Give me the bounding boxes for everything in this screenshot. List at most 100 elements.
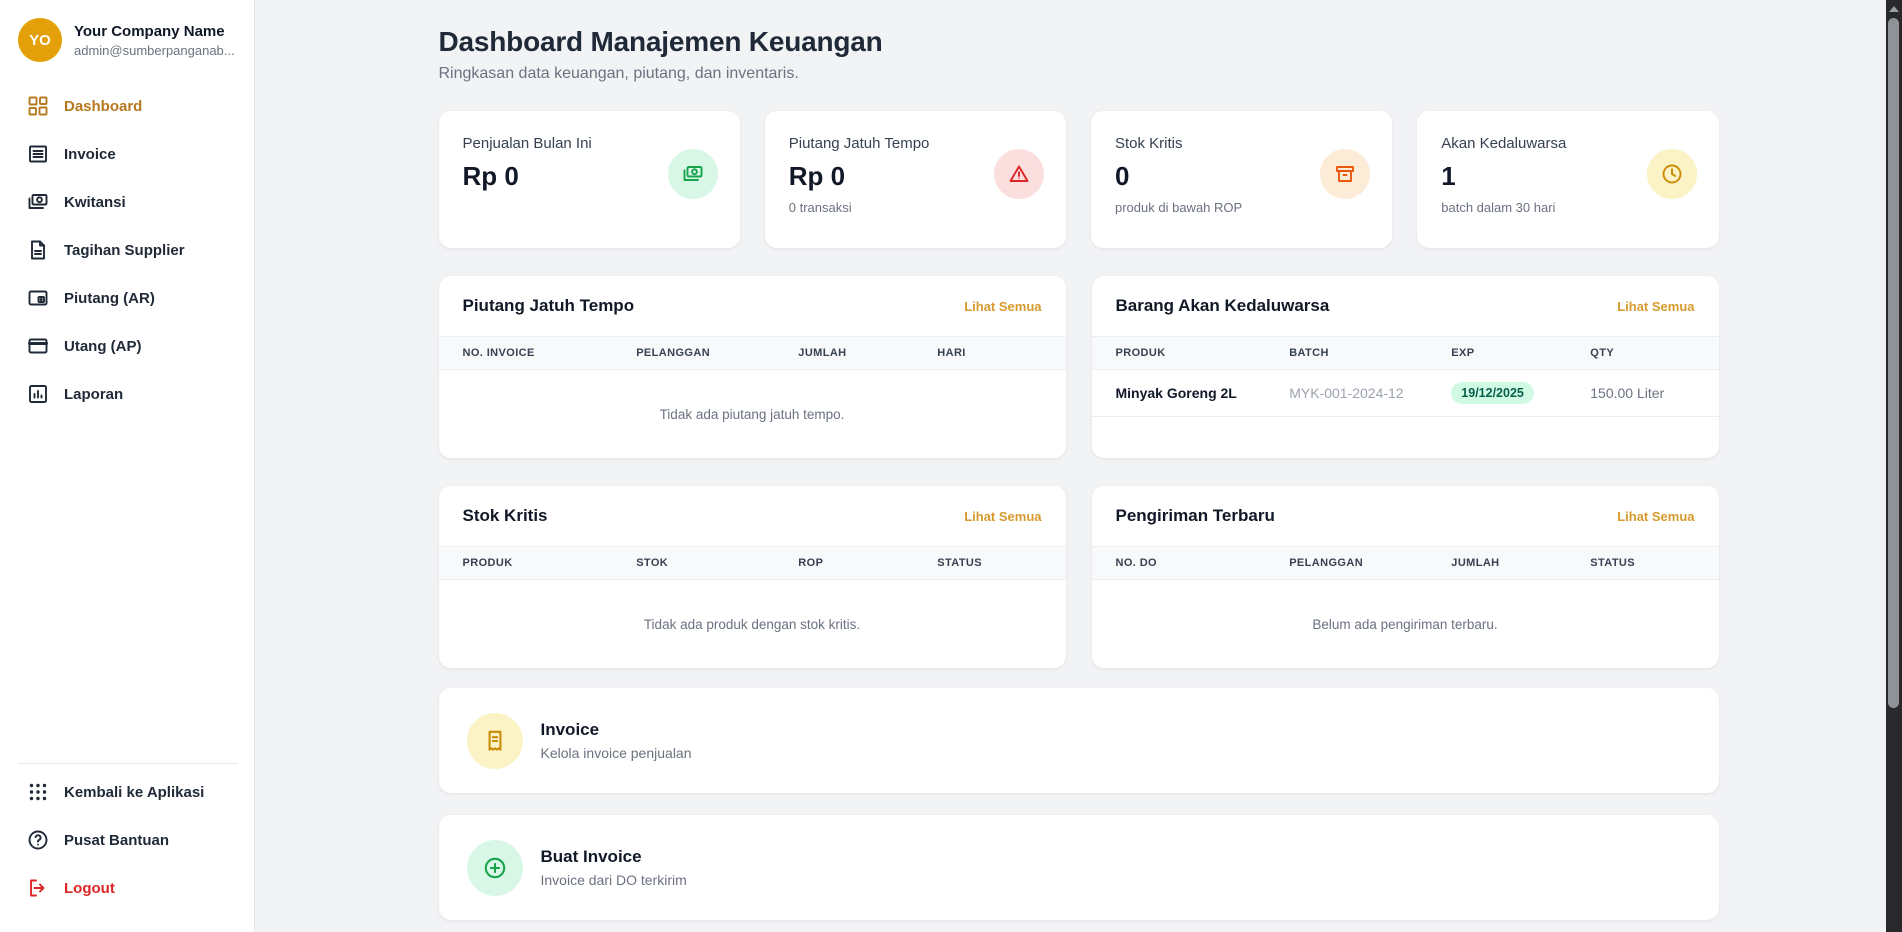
company-name: Your Company Name [74,22,225,40]
wallet-icon [28,290,48,306]
banknotes-icon [667,149,718,199]
stat-label: Penjualan Bulan Ini [462,135,592,152]
sidebar-item-label: Dashboard [64,97,143,115]
clock-icon [1646,149,1697,199]
sidebar-item-invoice[interactable]: Invoice [16,134,240,174]
action-title: Invoice [540,720,600,739]
column-header: JUMLAH [1451,557,1500,569]
logout-icon [30,879,45,897]
scrollbar-up-arrow-icon[interactable] [1889,6,1899,12]
sidebar-item-piutang-ar[interactable]: Piutang (AR) [16,278,240,318]
panel-title: Piutang Jatuh Tempo [462,296,635,315]
help-circle-icon [28,830,48,850]
table-header: NO. INVOICE PELANGGAN JUMLAH HARI [438,336,1066,370]
scrollbar-track[interactable] [1886,0,1902,932]
sidebar-nav: Dashboard Invoice Kwitansi Tagihan Suppl… [16,86,240,422]
sidebar-item-laporan[interactable]: Laporan [16,374,240,414]
stat-cards-row: Penjualan Bulan Ini Rp 0 Piutang Jatuh T… [438,111,1719,248]
sidebar-divider [18,763,238,764]
column-header: QTY [1590,347,1615,359]
cell-qty: 150.00 Liter [1590,385,1665,401]
stat-value: 0 [1115,161,1130,191]
action-card-invoice[interactable]: Invoice Kelola invoice penjualan [438,688,1719,793]
stat-value: Rp 0 [788,161,846,191]
archive-box-icon [1320,149,1371,199]
panel-title: Pengiriman Terbaru [1115,506,1275,525]
panels-row-1: Piutang Jatuh Tempo Lihat Semua NO. INVO… [438,276,1719,458]
sidebar-item-label: Invoice [64,145,116,163]
empty-state: Tidak ada produk dengan stok kritis. [643,616,861,632]
sidebar-item-label: Kwitansi [64,193,126,211]
page-title: Dashboard Manajemen Keuangan [438,26,883,57]
column-header: STOK [636,557,669,569]
column-header: HARI [937,347,966,359]
sidebar-item-label: Pusat Bantuan [64,831,170,849]
table-header: NO. DO PELANGGAN JUMLAH STATUS [1091,546,1719,580]
sidebar-item-utang-ap[interactable]: Utang (AP) [16,326,240,366]
panel-pengiriman-terbaru: Pengiriman Terbaru Lihat Semua NO. DO PE… [1091,486,1719,668]
page-subtitle: Ringkasan data keuangan, piutang, dan in… [438,65,799,82]
column-header: NO. DO [1115,557,1158,569]
stat-label: Piutang Jatuh Tempo [788,135,930,152]
column-header: PRODUK [1115,347,1166,359]
table-row[interactable]: Minyak Goreng 2L MYK-001-2024-12 19/12/2… [1091,370,1719,417]
lihat-semua-link[interactable]: Lihat Semua [964,298,1042,314]
avatar: YO [18,18,62,62]
table-header: PRODUK BATCH EXP QTY [1091,336,1719,370]
sidebar-item-pusat-bantuan[interactable]: Pusat Bantuan [16,820,240,860]
sidebar-item-label: Logout [64,879,115,897]
column-header: STATUS [937,557,983,569]
stat-card-piutang: Piutang Jatuh Tempo Rp 0 0 transaksi [764,111,1066,248]
sidebar-item-label: Piutang (AR) [64,289,155,307]
stat-label: Akan Kedaluwarsa [1441,135,1567,152]
panel-stok-kritis: Stok Kritis Lihat Semua PRODUK STOK ROP … [438,486,1066,668]
sidebar-item-logout[interactable]: Logout [16,868,240,908]
lihat-semua-link[interactable]: Lihat Semua [1617,508,1695,524]
credit-card-icon [28,338,48,354]
action-title: Buat Invoice [540,847,642,866]
action-subtitle: Kelola invoice penjualan [540,745,692,761]
column-header: BATCH [1289,347,1329,359]
sidebar-item-tagihan-supplier[interactable]: Tagihan Supplier [16,230,240,270]
sidebar-item-label: Laporan [64,385,124,403]
sidebar-item-kwitansi[interactable]: Kwitansi [16,182,240,222]
banknotes-icon [28,194,48,209]
action-card-buat-invoice[interactable]: Buat Invoice Invoice dari DO terkirim [438,815,1719,920]
cell-batch: MYK-001-2024-12 [1289,385,1404,401]
column-header: NO. INVOICE [462,347,535,359]
sidebar-item-kembali-ke-aplikasi[interactable]: Kembali ke Aplikasi [16,772,240,812]
main-content: Dashboard Manajemen Keuangan Ringkasan d… [255,0,1902,932]
sidebar: YO Your Company Name admin@sumberpangana… [0,0,255,932]
lihat-semua-link[interactable]: Lihat Semua [964,508,1042,524]
sidebar-item-label: Tagihan Supplier [64,241,185,259]
column-header: PELANGGAN [636,347,711,359]
column-header: STATUS [1590,557,1636,569]
column-header: ROP [798,557,824,569]
document-icon [31,240,45,260]
stat-value: 1 [1441,161,1456,191]
sidebar-item-label: Kembali ke Aplikasi [64,783,205,801]
sidebar-item-label: Utang (AP) [64,337,142,355]
grid-icon [28,96,48,116]
lihat-semua-link[interactable]: Lihat Semua [1617,298,1695,314]
action-subtitle: Invoice dari DO terkirim [540,872,687,888]
stat-card-penjualan: Penjualan Bulan Ini Rp 0 [438,111,740,248]
stat-sub: produk di bawah ROP [1115,200,1243,215]
stat-card-kedaluwarsa: Akan Kedaluwarsa 1 batch dalam 30 hari [1417,111,1719,248]
sidebar-footer: Kembali ke Aplikasi Pusat Bantuan Logout [16,763,240,916]
plus-circle-icon [466,839,523,896]
company-profile[interactable]: YO Your Company Name admin@sumberpangana… [16,16,240,62]
apps-grid-icon [29,783,47,801]
empty-state: Belum ada pengiriman terbaru. [1312,616,1498,632]
sidebar-item-dashboard[interactable]: Dashboard [16,86,240,126]
column-header: JUMLAH [798,347,847,359]
column-header: PELANGGAN [1289,557,1364,569]
stat-card-stok-kritis: Stok Kritis 0 produk di bawah ROP [1091,111,1393,248]
receipt-icon [466,712,523,769]
panel-barang-akan-kedaluwarsa: Barang Akan Kedaluwarsa Lihat Semua PROD… [1091,276,1719,458]
panels-row-2: Stok Kritis Lihat Semua PRODUK STOK ROP … [438,486,1719,668]
bar-chart-icon [29,385,47,403]
scrollbar-thumb[interactable] [1888,18,1899,708]
stat-label: Stok Kritis [1115,135,1183,152]
cell-produk: Minyak Goreng 2L [1115,385,1237,401]
